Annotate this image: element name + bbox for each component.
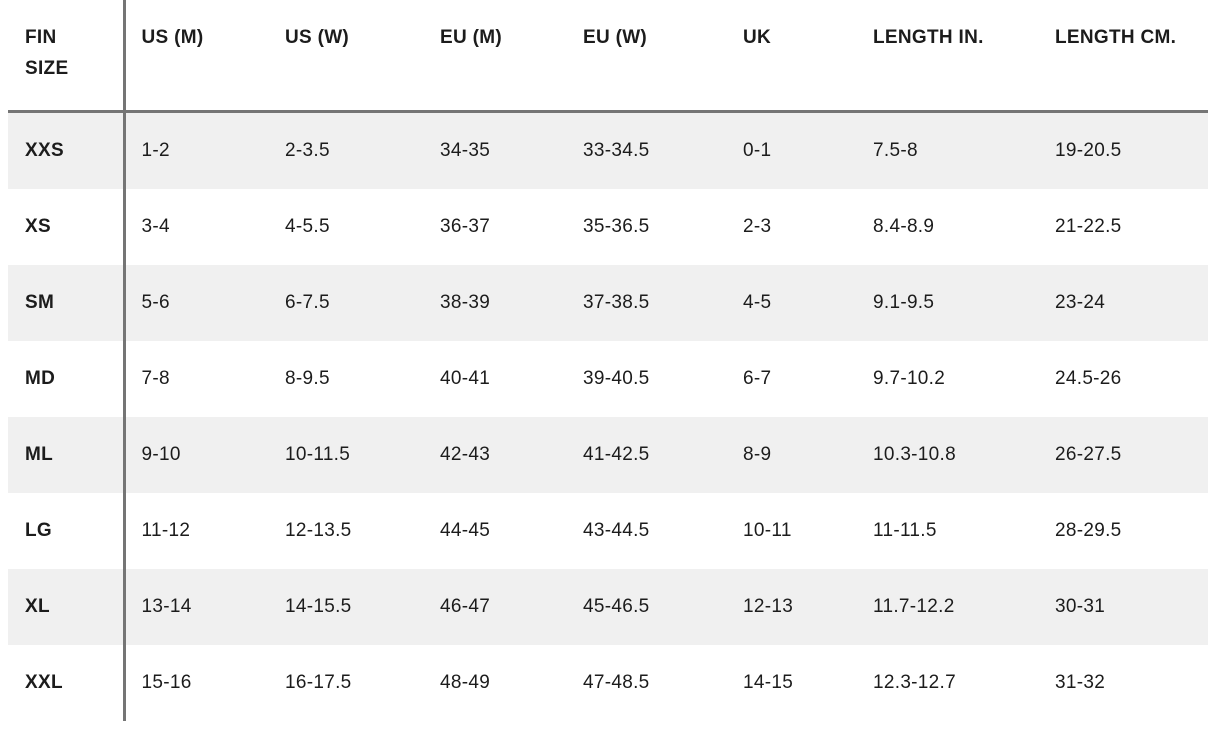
cell: 5-6 — [141, 292, 170, 313]
cell: 9.1-9.5 — [873, 292, 935, 313]
row-label: XXS — [8, 111, 126, 189]
cell: 16-17.5 — [285, 672, 352, 693]
row-label: XL — [8, 569, 126, 645]
cell: 4-5 — [743, 292, 772, 313]
row-label: XXL — [8, 645, 126, 721]
header-us-w: US (W) — [269, 0, 424, 113]
cell: 47-48.5 — [583, 672, 650, 693]
header-us-m: US (M) — [124, 0, 269, 113]
cell: 21-22.5 — [1055, 216, 1122, 237]
cell: 12-13.5 — [285, 520, 352, 541]
cell: 23-24 — [1055, 292, 1106, 313]
header-uk: UK — [727, 0, 857, 113]
cell: 2-3 — [743, 216, 772, 237]
fin-size-chart-table: FIN SIZE US (M) US (W) EU (M) EU (W) UK … — [8, 0, 1208, 721]
header-length-cm: LENGTH CM. — [1039, 0, 1208, 113]
table-header-row: FIN SIZE US (M) US (W) EU (M) EU (W) UK … — [8, 0, 1208, 113]
table-row-xl: XL 13-14 14-15.5 46-47 45-46.5 12-13 11.… — [8, 569, 1208, 645]
row-label: LG — [8, 493, 126, 569]
row-label: SM — [8, 265, 126, 341]
table-row-lg: LG 11-12 12-13.5 44-45 43-44.5 10-11 11-… — [8, 493, 1208, 569]
cell: 26-27.5 — [1055, 444, 1122, 465]
cell: 9-10 — [141, 444, 181, 465]
cell: 15-16 — [141, 672, 192, 693]
cell: 37-38.5 — [583, 292, 650, 313]
cell: 48-49 — [440, 672, 491, 693]
cell: 10-11 — [743, 520, 792, 541]
header-eu-m: EU (M) — [424, 0, 567, 113]
cell: 8-9 — [743, 444, 772, 465]
table-row-ml: ML 9-10 10-11.5 42-43 41-42.5 8-9 10.3-1… — [8, 417, 1208, 493]
cell: 43-44.5 — [583, 520, 650, 541]
cell: 14-15 — [743, 672, 794, 693]
cell: 35-36.5 — [583, 216, 650, 237]
table-row-md: MD 7-8 8-9.5 40-41 39-40.5 6-7 9.7-10.2 … — [8, 341, 1208, 417]
cell: 1-2 — [141, 140, 170, 161]
cell: 30-31 — [1055, 596, 1106, 617]
cell: 36-37 — [440, 216, 491, 237]
row-label: MD — [8, 341, 126, 417]
cell: 14-15.5 — [285, 596, 352, 617]
table-row-xxs: XXS 1-2 2-3.5 34-35 33-34.5 0-1 7.5-8 19… — [8, 111, 1208, 189]
cell: 46-47 — [440, 596, 491, 617]
cell: 33-34.5 — [583, 140, 650, 161]
header-fin-size: FIN SIZE — [8, 0, 126, 113]
table-row-xs: XS 3-4 4-5.5 36-37 35-36.5 2-3 8.4-8.9 2… — [8, 189, 1208, 265]
table-row-sm: SM 5-6 6-7.5 38-39 37-38.5 4-5 9.1-9.5 2… — [8, 265, 1208, 341]
cell: 40-41 — [440, 368, 491, 389]
cell: 42-43 — [440, 444, 491, 465]
row-label: ML — [8, 417, 126, 493]
cell: 9.7-10.2 — [873, 368, 946, 389]
cell: 3-4 — [141, 216, 170, 237]
cell: 7-8 — [141, 368, 170, 389]
cell: 10-11.5 — [285, 444, 351, 465]
cell: 6-7 — [743, 368, 772, 389]
cell: 34-35 — [440, 140, 491, 161]
cell: 13-14 — [141, 596, 192, 617]
cell: 38-39 — [440, 292, 491, 313]
cell: 28-29.5 — [1055, 520, 1122, 541]
cell: 4-5.5 — [285, 216, 330, 237]
cell: 12.3-12.7 — [873, 672, 956, 693]
cell: 0-1 — [743, 140, 772, 161]
cell: 19-20.5 — [1055, 140, 1122, 161]
cell: 6-7.5 — [285, 292, 330, 313]
cell: 2-3.5 — [285, 140, 330, 161]
cell: 44-45 — [440, 520, 491, 541]
cell: 8.4-8.9 — [873, 216, 935, 237]
cell: 8-9.5 — [285, 368, 330, 389]
header-eu-w: EU (W) — [567, 0, 727, 113]
cell: 12-13 — [743, 596, 794, 617]
cell: 11-12 — [141, 520, 191, 541]
cell: 41-42.5 — [583, 444, 650, 465]
cell: 11-11.5 — [873, 520, 937, 541]
header-length-in: LENGTH IN. — [857, 0, 1039, 113]
row-label: XS — [8, 189, 126, 265]
cell: 11.7-12.2 — [873, 596, 955, 617]
cell: 10.3-10.8 — [873, 444, 956, 465]
cell: 31-32 — [1055, 672, 1106, 693]
cell: 39-40.5 — [583, 368, 650, 389]
cell: 24.5-26 — [1055, 368, 1122, 389]
cell: 45-46.5 — [583, 596, 650, 617]
cell: 7.5-8 — [873, 140, 918, 161]
table-row-xxl: XXL 15-16 16-17.5 48-49 47-48.5 14-15 12… — [8, 645, 1208, 721]
